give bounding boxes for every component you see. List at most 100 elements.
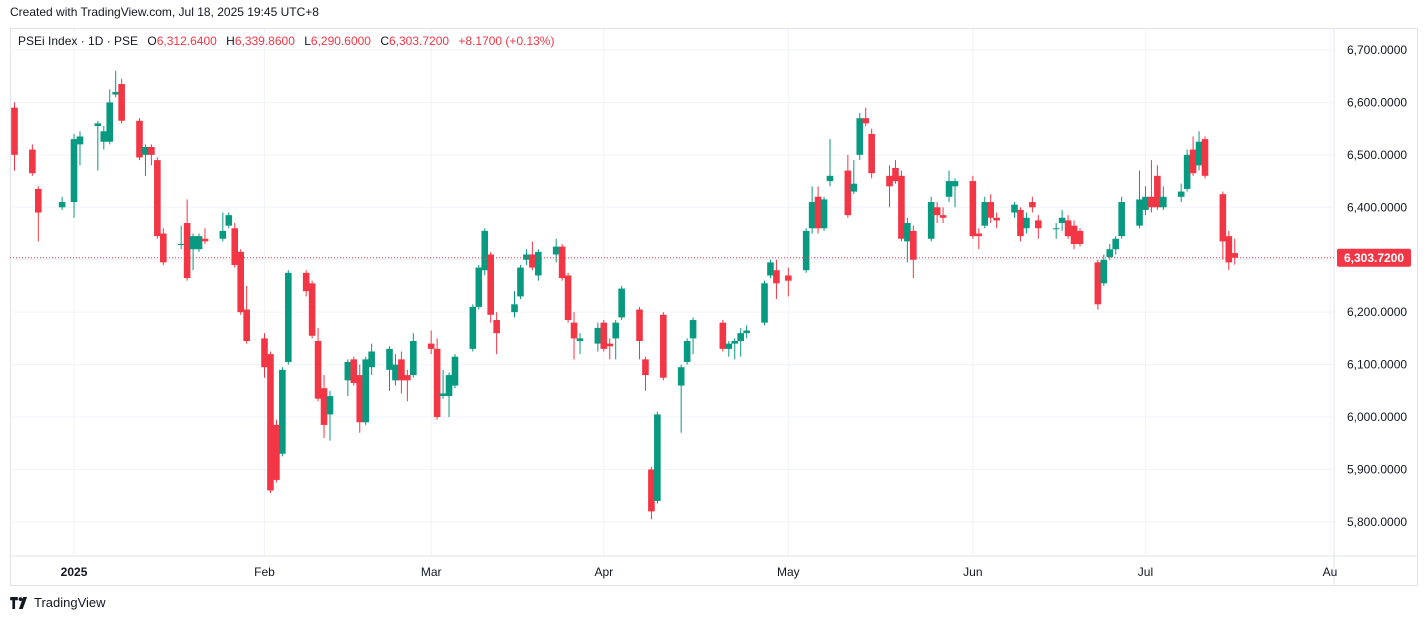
candle[interactable] (154, 157, 161, 239)
candle[interactable] (320, 375, 328, 439)
candle[interactable] (314, 327, 322, 402)
candle[interactable] (398, 351, 405, 394)
candle[interactable] (1231, 238, 1239, 265)
candle[interactable] (225, 212, 233, 229)
candle[interactable] (427, 330, 435, 355)
candle[interactable] (344, 359, 352, 397)
candle[interactable] (219, 212, 227, 242)
candle[interactable] (1076, 228, 1084, 247)
candle[interactable] (1148, 160, 1155, 213)
candle[interactable] (927, 196, 935, 242)
candle[interactable] (451, 354, 459, 389)
candle[interactable] (94, 120, 102, 171)
candle[interactable] (820, 196, 828, 231)
candle[interactable] (648, 466, 655, 520)
candle[interactable] (302, 270, 310, 297)
candle[interactable] (160, 228, 167, 265)
candle[interactable] (826, 139, 834, 187)
candle[interactable] (279, 367, 286, 457)
candle[interactable] (1052, 223, 1060, 239)
candle[interactable] (558, 243, 566, 281)
candle[interactable] (904, 217, 911, 263)
candle[interactable] (523, 249, 530, 265)
candle[interactable] (177, 225, 185, 250)
candle[interactable] (1112, 236, 1120, 255)
candle[interactable] (517, 264, 524, 300)
candle[interactable] (1035, 215, 1042, 239)
candle[interactable] (1142, 186, 1149, 216)
candle[interactable] (350, 356, 358, 386)
candle[interactable] (981, 196, 989, 229)
candle[interactable] (29, 144, 36, 176)
candle[interactable] (285, 270, 292, 365)
candle[interactable] (1225, 230, 1233, 271)
candle[interactable] (112, 70, 119, 98)
candle[interactable] (862, 107, 870, 127)
candle[interactable] (433, 338, 441, 420)
candle[interactable] (445, 372, 453, 418)
candle[interactable] (439, 369, 447, 399)
candle[interactable] (618, 285, 625, 321)
candle[interactable] (1029, 196, 1036, 213)
footer-brand[interactable]: TradingView (10, 595, 106, 610)
candle[interactable] (35, 186, 42, 242)
candle[interactable] (737, 327, 745, 357)
candle[interactable] (785, 267, 792, 297)
candle[interactable] (910, 225, 917, 279)
candle[interactable] (326, 390, 334, 441)
candle[interactable] (237, 249, 244, 315)
candle[interactable] (136, 118, 143, 161)
candle[interactable] (1118, 196, 1125, 239)
candle[interactable] (511, 291, 518, 318)
candle[interactable] (261, 333, 268, 378)
candle[interactable] (576, 333, 584, 355)
candle[interactable] (600, 320, 608, 352)
candle[interactable] (189, 233, 197, 271)
candle[interactable] (969, 175, 977, 239)
candle[interactable] (677, 364, 685, 433)
candle[interactable] (368, 343, 375, 376)
candle[interactable] (552, 238, 560, 263)
candle[interactable] (273, 419, 280, 483)
candle[interactable] (850, 160, 858, 195)
candle[interactable] (689, 317, 697, 355)
candle[interactable] (142, 144, 149, 176)
candle[interactable] (1189, 136, 1197, 176)
candle[interactable] (606, 338, 614, 360)
candle[interactable] (1201, 136, 1209, 179)
candle[interactable] (1023, 212, 1030, 234)
candle[interactable] (100, 126, 108, 150)
candle[interactable] (856, 112, 864, 161)
candle[interactable] (564, 272, 572, 323)
candle[interactable] (719, 320, 727, 352)
candle[interactable] (654, 411, 661, 504)
candle[interactable] (1219, 191, 1227, 260)
candle[interactable] (493, 312, 500, 355)
candle[interactable] (773, 259, 780, 300)
candle[interactable] (844, 154, 852, 218)
candle[interactable] (761, 280, 768, 326)
candle[interactable] (892, 160, 899, 184)
candle[interactable] (636, 306, 643, 360)
symbol-title[interactable]: PSEi Index · 1D · PSE (18, 34, 139, 48)
candle[interactable] (201, 228, 209, 244)
candle[interactable] (1154, 165, 1161, 210)
candle[interactable] (975, 228, 983, 250)
candle[interactable] (743, 325, 750, 339)
candle[interactable] (469, 304, 477, 352)
candle[interactable] (404, 369, 411, 402)
candle[interactable] (939, 207, 947, 224)
candle[interactable] (475, 264, 483, 310)
candle[interactable] (993, 212, 1000, 229)
candle[interactable] (1136, 170, 1143, 229)
candle[interactable] (814, 186, 822, 234)
candle[interactable] (362, 356, 369, 425)
candle[interactable] (1064, 215, 1072, 239)
candle[interactable] (76, 131, 84, 166)
candle[interactable] (808, 186, 816, 234)
candle[interactable] (683, 338, 691, 365)
candle[interactable] (1070, 220, 1078, 250)
candle[interactable] (660, 312, 667, 381)
candle[interactable] (70, 133, 78, 218)
